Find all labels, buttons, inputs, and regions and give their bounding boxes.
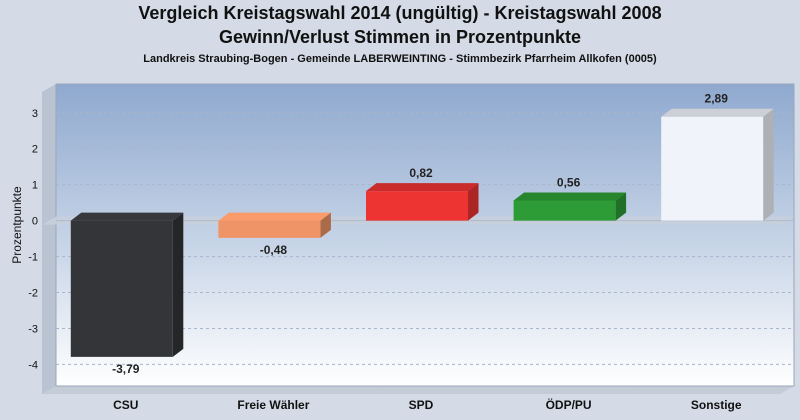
bar-front xyxy=(366,191,468,221)
bar-side xyxy=(615,192,627,221)
bar-top xyxy=(661,108,774,117)
plot-side-wall xyxy=(42,84,56,394)
x-tick-label: CSU xyxy=(113,398,138,412)
bar-front xyxy=(218,220,321,238)
y-tick-label: -2 xyxy=(28,288,38,300)
x-tick-label: Sonstige xyxy=(691,398,742,412)
chart-subtitle: Gewinn/Verlust Stimmen in Prozentpunkte xyxy=(218,27,582,47)
y-tick-label: -4 xyxy=(28,359,38,371)
bar-top xyxy=(513,192,627,201)
value-label: -0,48 xyxy=(260,243,288,257)
y-tick-label: 2 xyxy=(32,144,38,156)
y-tick-label: 3 xyxy=(32,108,38,120)
y-tick-label: -1 xyxy=(28,252,38,264)
bar-front xyxy=(70,220,173,357)
bar xyxy=(366,183,479,221)
x-tick-label: SPD xyxy=(409,398,434,412)
value-label: 0,56 xyxy=(557,175,581,189)
bar-side xyxy=(468,183,479,221)
bars xyxy=(70,108,774,357)
bar xyxy=(513,192,627,221)
value-label: 0,82 xyxy=(409,166,433,180)
bar xyxy=(70,212,184,357)
y-tick-label: 0 xyxy=(32,216,38,228)
x-tick-label: ÖDP/PU xyxy=(546,397,592,412)
x-tick-labels: CSU Freie Wähler SPD ÖDP/PU Sonstige xyxy=(113,397,742,412)
y-tick-label: 1 xyxy=(32,180,38,192)
chart-location-subtitle: Landkreis Straubing-Bogen - Gemeinde LAB… xyxy=(143,53,657,65)
chart-title: Vergleich Kreistagswahl 2014 (ungültig) … xyxy=(138,3,662,23)
bar-front xyxy=(661,116,764,221)
bar-side xyxy=(763,108,774,221)
bar-top xyxy=(366,183,479,192)
bar-side xyxy=(320,212,331,238)
plot-floor xyxy=(42,386,794,394)
bar xyxy=(661,108,774,221)
bar-front xyxy=(513,200,616,221)
bar-top xyxy=(70,212,184,221)
bar-top xyxy=(218,212,331,221)
bar-side xyxy=(172,212,184,357)
y-tick-label: -3 xyxy=(28,323,38,335)
bar xyxy=(218,212,331,238)
value-label: 2,89 xyxy=(705,92,729,106)
value-label: -3,79 xyxy=(112,362,140,376)
y-tick-labels: -4 -3 -2 -1 0 1 2 3 xyxy=(28,108,38,372)
value-labels: -3,79 -0,48 0,82 0,56 2,89 xyxy=(112,92,728,376)
x-tick-label: Freie Wähler xyxy=(237,398,309,412)
